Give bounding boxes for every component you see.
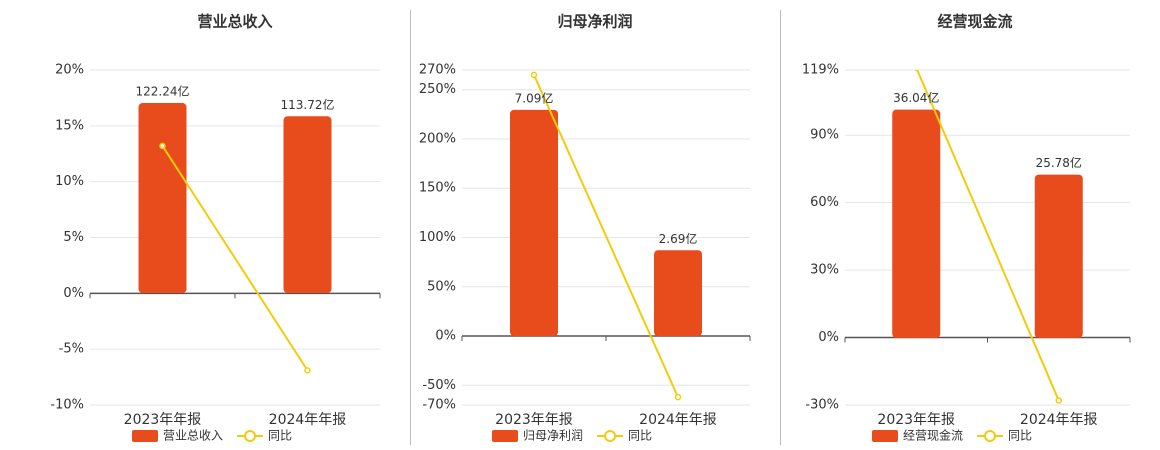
legend-label: 营业总收入 [163, 429, 223, 443]
x-tick-label: 2023年年报 [877, 412, 955, 428]
x-tick-label: 2023年年报 [495, 412, 573, 428]
line-point [1055, 397, 1062, 404]
line-point [913, 70, 919, 72]
legend-swatch [872, 430, 898, 442]
legend-swatch [244, 430, 257, 442]
y-tick-label: 200% [419, 131, 456, 146]
value-label: 36.04亿 [893, 90, 939, 105]
y-tick-label: 0% [818, 330, 839, 345]
x-tick-label: 2024年年报 [639, 412, 717, 428]
chart-title: 营业总收入 [197, 13, 272, 31]
y-tick-label: 100% [419, 230, 456, 245]
bar [510, 109, 558, 337]
x-tick-label: 2023年年报 [124, 412, 202, 428]
x-tick-label: 2024年年报 [1020, 412, 1098, 428]
line-point [674, 393, 682, 401]
line [161, 145, 309, 371]
value-label: 113.72亿 [281, 97, 335, 112]
bar [283, 116, 332, 293]
y-tick-label: 0% [63, 286, 84, 301]
y-tick-label: 15% [55, 118, 84, 133]
y-tick-label: 119% [802, 63, 839, 78]
legend-label: 归母净利润 [523, 429, 583, 443]
legend-label: 同比 [268, 429, 292, 443]
y-tick-label: -30% [805, 398, 839, 413]
legend-swatch [604, 430, 617, 442]
line [916, 70, 1060, 401]
bar [1034, 174, 1083, 338]
plot [892, 70, 1083, 404]
y-tick-label: -5% [59, 342, 84, 357]
y-tick-label: 10% [55, 174, 84, 189]
y-tick-label: 0% [435, 329, 456, 344]
bar [892, 109, 941, 338]
bar [654, 250, 702, 337]
legend-swatch [492, 430, 518, 442]
legend-swatch [132, 430, 158, 442]
line-point [530, 71, 538, 79]
y-tick-label: 5% [63, 230, 84, 245]
value-label: 25.78亿 [1036, 155, 1082, 170]
legend-label: 同比 [628, 429, 652, 443]
y-tick-label: -50% [422, 378, 456, 393]
y-tick-label: 50% [427, 279, 456, 294]
y-tick-label: 250% [419, 82, 456, 97]
y-tick-label: 20% [55, 63, 84, 78]
value-label: 122.24亿 [136, 84, 190, 99]
line [533, 74, 679, 398]
line-point [159, 142, 166, 150]
y-tick-label: 30% [810, 263, 839, 278]
y-tick-label: -10% [50, 398, 84, 413]
plot [510, 71, 702, 401]
y-tick-label: 60% [810, 195, 839, 210]
legend-label: 经营现金流 [903, 428, 963, 443]
bar [138, 103, 187, 293]
plot [138, 103, 332, 374]
legend-swatch [984, 430, 997, 442]
chart-title: 经营现金流 [937, 13, 1012, 31]
y-tick-label: 90% [810, 128, 839, 143]
y-tick-label: 270% [419, 63, 456, 78]
y-tick-label: 150% [419, 181, 456, 196]
y-tick-label: -70% [422, 398, 456, 413]
value-label: 2.69亿 [659, 231, 698, 246]
chart-title: 归母净利润 [557, 13, 632, 31]
value-label: 7.09亿 [515, 90, 554, 105]
line-point [304, 367, 311, 374]
legend-label: 同比 [1008, 429, 1032, 443]
x-tick-label: 2024年年报 [269, 412, 347, 428]
